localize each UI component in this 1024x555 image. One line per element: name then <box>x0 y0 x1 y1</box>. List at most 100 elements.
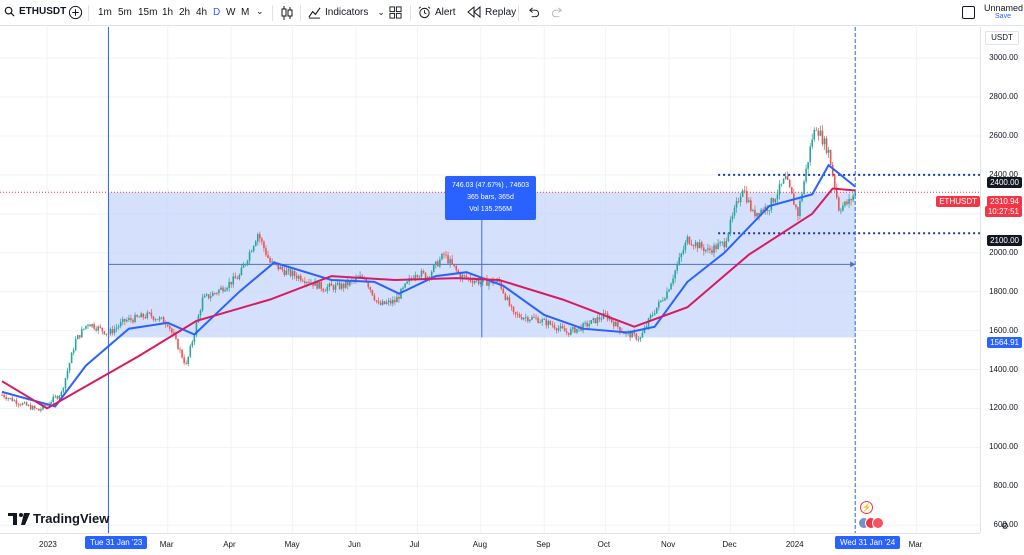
timeframe-5m[interactable]: 5m <box>118 7 132 18</box>
undo-button[interactable] <box>527 6 540 24</box>
candle-body <box>430 271 433 278</box>
range-end-tag: Wed 31 Jan '24 <box>835 536 901 549</box>
timeframe-m[interactable]: M <box>241 7 250 18</box>
candle-body <box>113 328 116 333</box>
price-tick-label: 600.00 <box>993 520 1018 530</box>
candle-body <box>383 301 386 304</box>
candle-body <box>809 146 811 163</box>
indicators-button[interactable]: Indicators ⌄ <box>308 6 385 19</box>
time-tick-label: Mar <box>908 540 923 549</box>
candle-body <box>250 251 253 253</box>
time-tick-label: Sep <box>536 540 551 549</box>
candle-body <box>721 241 724 243</box>
candle-body <box>15 400 18 405</box>
price-chart[interactable]: 746.03 (47.67%) , 74603 365 bars, 365d V… <box>0 27 980 533</box>
candle-body <box>185 362 187 364</box>
candle-body <box>312 282 314 286</box>
candle-body <box>158 317 161 320</box>
candle-body <box>516 314 519 315</box>
candle-body <box>715 245 717 250</box>
candles-icon <box>281 6 293 20</box>
candle-body <box>807 162 809 169</box>
timeframe-2h[interactable]: 2h <box>179 7 191 18</box>
candle-body <box>7 398 9 400</box>
candle-body <box>91 324 93 327</box>
candle-body <box>38 408 40 411</box>
time-tick-label: Mar <box>159 540 174 549</box>
candle-body <box>434 261 437 266</box>
candle-body <box>205 294 208 296</box>
candle-body <box>52 396 54 403</box>
timeframe-1m[interactable]: 1m <box>98 7 112 18</box>
candle-body <box>598 317 601 320</box>
candle-body <box>62 388 65 392</box>
price-tick-label: 2000.00 <box>989 247 1018 257</box>
candle-body <box>334 284 337 290</box>
currency-selector[interactable]: USDT <box>985 31 1019 45</box>
candle-body <box>277 264 280 270</box>
candle-body <box>228 281 230 288</box>
price-tick-label: 2400.00 <box>989 169 1018 179</box>
candle-body <box>842 205 844 211</box>
candle-body <box>576 328 578 333</box>
candle-body <box>191 341 194 347</box>
chart-canvas <box>0 27 980 533</box>
candle-body <box>725 240 728 248</box>
candle-body <box>670 283 672 290</box>
candle-body <box>565 331 568 333</box>
chart-type-button[interactable] <box>280 5 294 26</box>
candle-body <box>518 314 521 318</box>
candle-body <box>782 179 785 184</box>
settings-gear-icon[interactable]: ⚙ <box>1001 521 1010 531</box>
candle-body <box>387 300 390 303</box>
timeframe-1h[interactable]: 1h <box>162 7 174 18</box>
replay-button[interactable]: Replay <box>467 6 516 18</box>
events-flags-icon[interactable] <box>858 517 884 529</box>
candle-body <box>482 278 484 283</box>
tradingview-logo[interactable]: TradingView <box>8 511 109 526</box>
candle-body <box>586 322 588 327</box>
timeframe-d[interactable]: D <box>213 7 221 18</box>
candle-body <box>533 317 535 318</box>
alert-button[interactable]: Alert <box>418 6 456 19</box>
redo-button[interactable] <box>551 6 564 24</box>
candle-body <box>297 275 300 279</box>
candle-body <box>692 245 695 247</box>
candle-body <box>520 317 523 320</box>
range-low-tag: 1564.91 <box>987 337 1022 348</box>
lightning-event-icon[interactable]: ⚡ <box>860 501 873 514</box>
symbol-search[interactable]: ETHUSDT <box>4 6 66 17</box>
candle-body <box>479 282 482 284</box>
candle-body <box>795 204 797 208</box>
candle-body <box>226 287 228 290</box>
candle-body <box>396 296 398 303</box>
candle-body <box>617 321 619 327</box>
layout-checkbox-icon[interactable] <box>962 6 975 19</box>
candle-body <box>148 312 151 314</box>
chevron-down-icon[interactable]: ⌄ <box>256 6 264 16</box>
candle-body <box>545 319 548 326</box>
measure-bars: 365 bars, 365d <box>467 194 514 201</box>
candle-body <box>760 209 762 216</box>
price-axis[interactable]: USDT 3000.002800.002600.002400.002200.00… <box>980 27 1024 533</box>
timeframe-15m[interactable]: 15m <box>138 7 158 18</box>
candle-body <box>833 175 836 188</box>
candle-body <box>756 212 758 217</box>
time-tick-label: 2023 <box>39 540 57 549</box>
candle-body <box>752 209 754 211</box>
candle-body <box>324 290 327 292</box>
timeframe-4h[interactable]: 4h <box>196 7 208 18</box>
layout-name-button[interactable]: Unnamed Save <box>984 3 1023 20</box>
candle-body <box>392 300 394 304</box>
time-axis[interactable]: 2023 Mar Apr May Jun Jul Aug Sep Oct Nov Dec 2024 Ma… <box>0 533 980 555</box>
timeframe-w[interactable]: W <box>226 7 236 18</box>
candle-body <box>797 207 799 217</box>
candle-body <box>821 130 824 145</box>
candle-body <box>326 286 329 291</box>
templates-button[interactable] <box>389 6 402 24</box>
candle-body <box>653 313 656 315</box>
compare-add-button[interactable] <box>68 5 83 25</box>
candle-body <box>475 279 478 281</box>
candle-body <box>291 271 294 276</box>
candle-body <box>287 269 290 271</box>
